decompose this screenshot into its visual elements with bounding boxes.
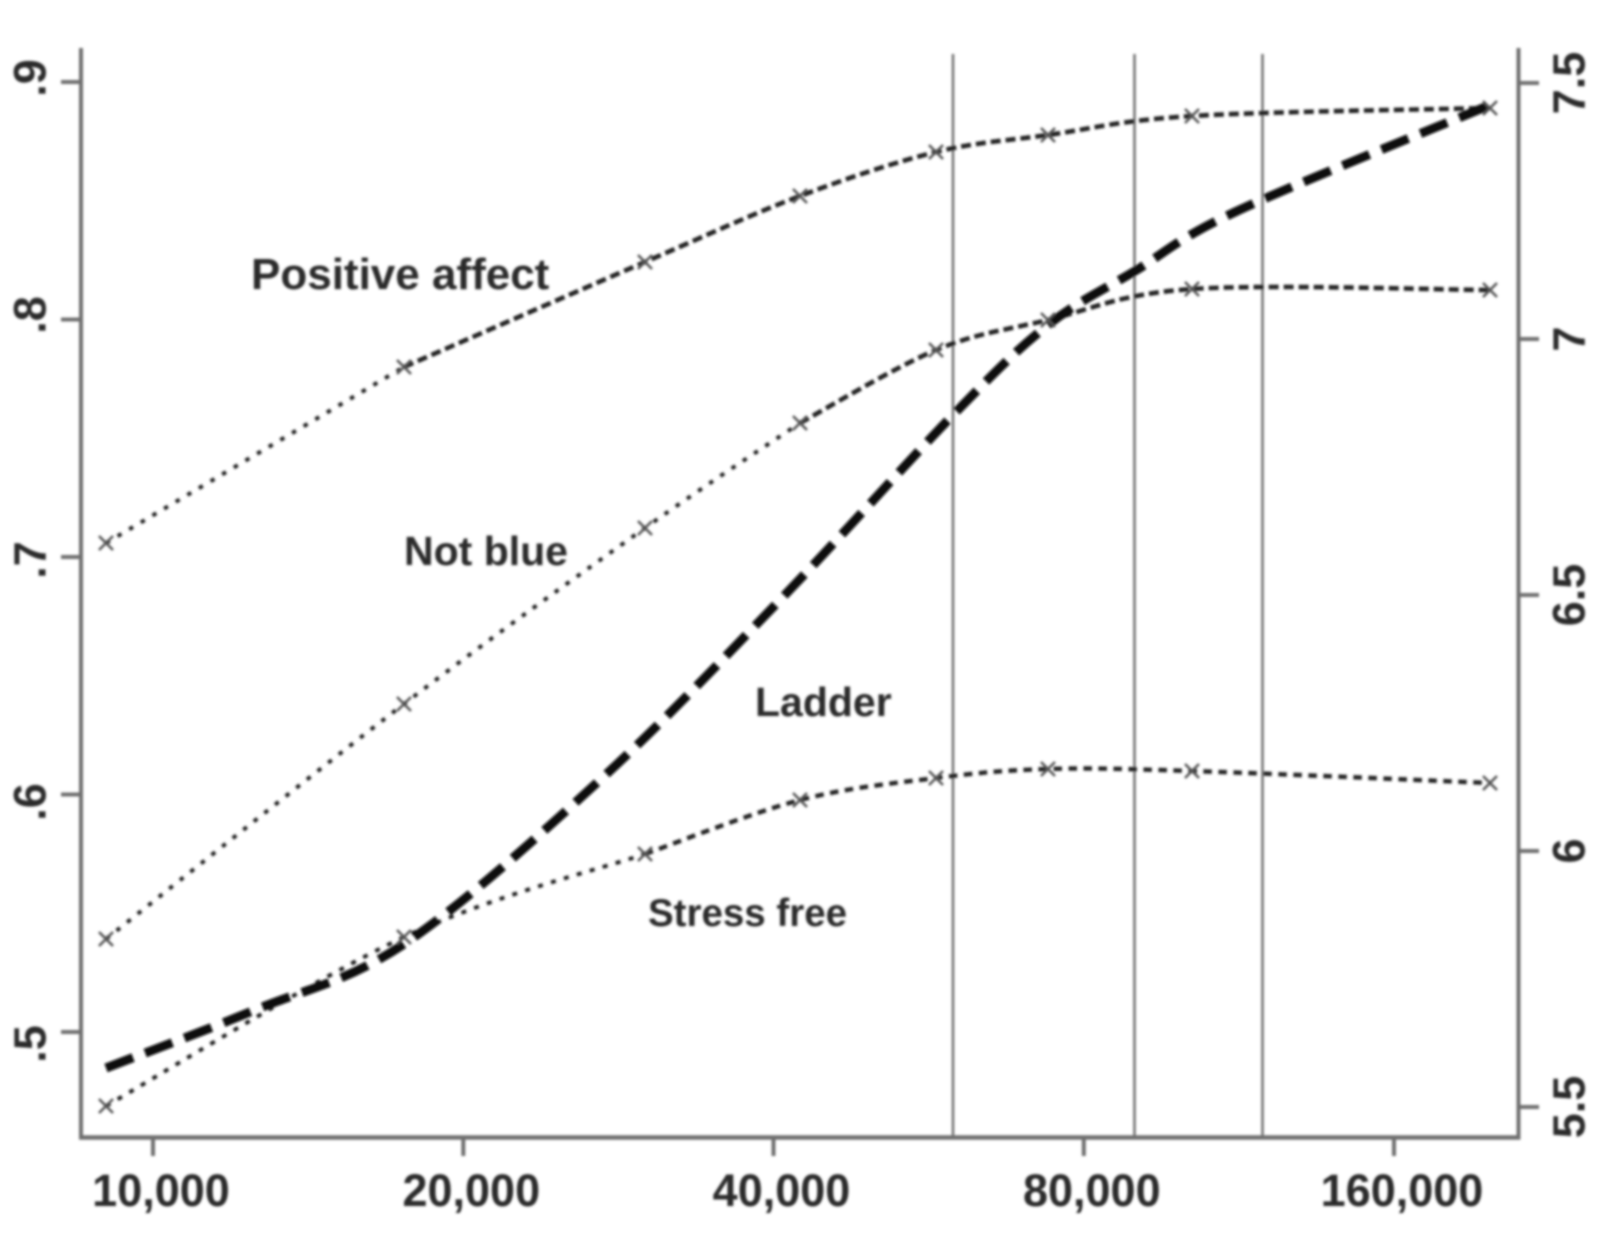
svg-text:Not blue: Not blue (404, 528, 568, 574)
svg-text:7.5: 7.5 (1544, 52, 1595, 115)
svg-text:5.5: 5.5 (1544, 1076, 1595, 1139)
svg-text:.8: .8 (5, 296, 56, 334)
svg-text:.7: .7 (5, 541, 56, 579)
svg-text:160,000: 160,000 (1321, 1165, 1484, 1216)
svg-text:6.5: 6.5 (1544, 564, 1595, 627)
svg-text:40,000: 40,000 (713, 1165, 851, 1216)
svg-text:.5: .5 (5, 1025, 56, 1063)
svg-text:7: 7 (1544, 326, 1595, 351)
svg-text:Ladder: Ladder (755, 679, 892, 725)
svg-text:6: 6 (1544, 838, 1595, 863)
svg-text:.9: .9 (5, 59, 56, 97)
svg-text:.6: .6 (5, 783, 56, 821)
svg-text:10,000: 10,000 (92, 1165, 230, 1216)
svg-text:80,000: 80,000 (1023, 1165, 1161, 1216)
svg-text:Stress free: Stress free (648, 892, 847, 935)
svg-text:Positive affect: Positive affect (251, 250, 550, 299)
svg-text:20,000: 20,000 (402, 1165, 540, 1216)
